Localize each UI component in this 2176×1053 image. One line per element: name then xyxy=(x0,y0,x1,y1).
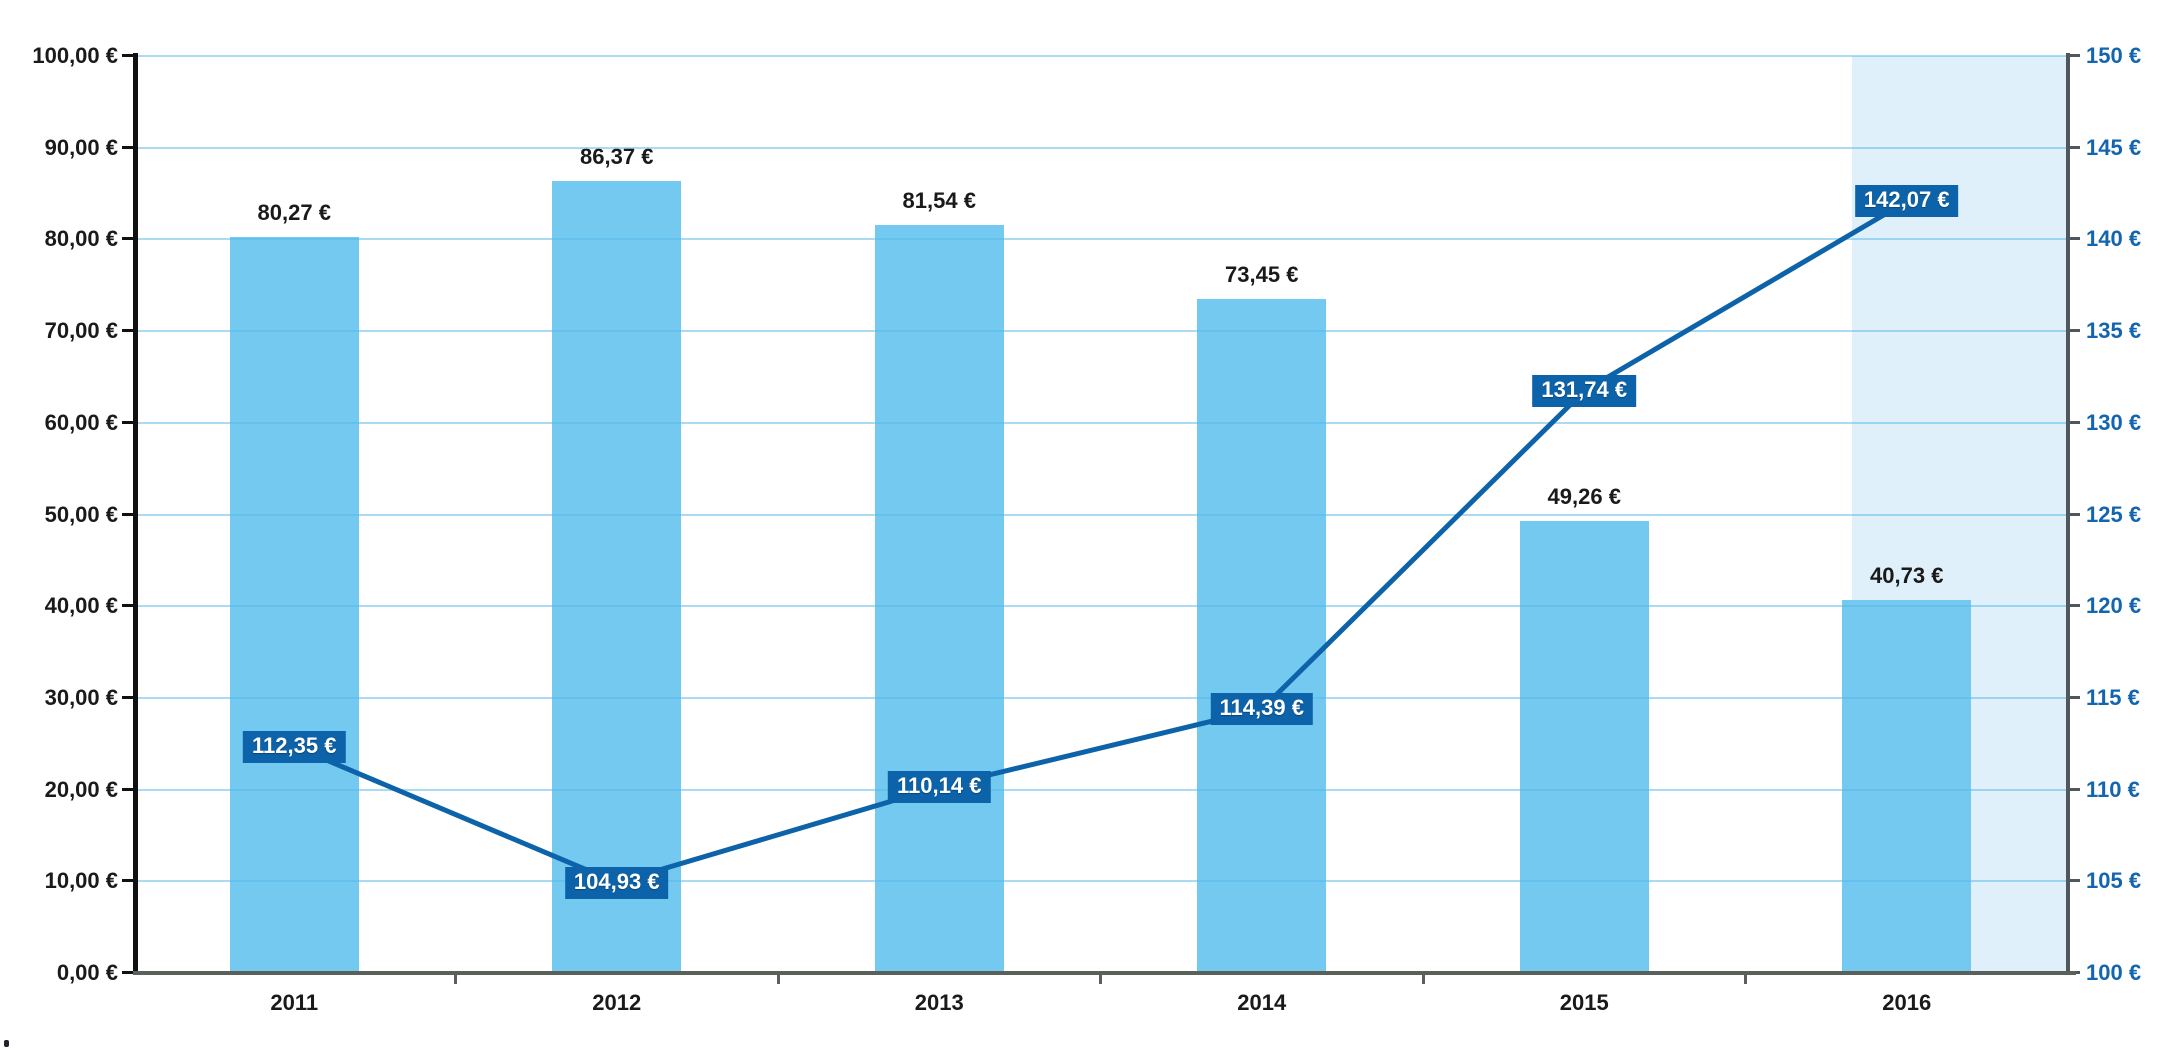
right-axis-tick xyxy=(2068,145,2080,149)
right-axis-label: 135 € xyxy=(2086,318,2142,344)
right-axis-tick xyxy=(2068,604,2080,608)
gridline xyxy=(133,55,2068,57)
left-axis-label: 0,00 € xyxy=(56,960,118,985)
left-axis-label: 40,00 € xyxy=(44,593,118,619)
left-axis-line xyxy=(133,53,138,975)
right-axis-label: 115 € xyxy=(2086,684,2140,710)
gridline xyxy=(133,788,2068,791)
category-label-2016: 2016 xyxy=(1882,990,1932,1015)
bar-2012 xyxy=(552,180,681,973)
left-axis-tick xyxy=(122,237,133,241)
left-axis-label: 100,00 € xyxy=(32,43,118,68)
x-axis-tick xyxy=(776,973,780,984)
right-axis-tick xyxy=(2068,787,2080,791)
right-axis-label: 105 € xyxy=(2086,868,2142,894)
category-label-2013: 2013 xyxy=(914,990,964,1015)
bar-2013 xyxy=(875,225,1004,973)
right-axis-tick xyxy=(2068,879,2080,883)
right-axis-line xyxy=(2066,53,2070,975)
category-label-2015: 2015 xyxy=(1559,990,1609,1015)
bar-2016 xyxy=(1842,599,1971,973)
category-label-2014: 2014 xyxy=(1237,990,1287,1015)
left-axis-label: 20,00 € xyxy=(44,776,118,802)
left-axis-tick xyxy=(122,512,133,516)
gridline xyxy=(133,238,2068,241)
right-axis-label: 130 € xyxy=(2086,409,2142,435)
left-axis-tick xyxy=(122,604,133,608)
left-axis-label: 50,00 € xyxy=(44,501,118,527)
line-point-label: 131,74 € xyxy=(1532,374,1637,407)
stray-dot xyxy=(4,1040,9,1047)
left-axis-tick xyxy=(122,420,133,424)
line-path xyxy=(293,199,1909,886)
bar-value-label: 40,73 € xyxy=(1870,562,1944,588)
left-axis-tick xyxy=(122,695,133,699)
right-axis-tick xyxy=(2068,54,2080,57)
left-axis-label: 60,00 € xyxy=(44,409,118,435)
x-axis-line xyxy=(133,971,2076,975)
right-axis-tick xyxy=(2068,420,2080,424)
left-axis-label: 90,00 € xyxy=(44,134,118,160)
bar-value-label: 80,27 € xyxy=(257,199,331,225)
right-axis-label: 110 € xyxy=(2086,776,2140,802)
category-label-2011: 2011 xyxy=(270,990,319,1015)
right-axis-label: 150 € xyxy=(2086,43,2142,68)
left-axis-label: 70,00 € xyxy=(44,318,118,344)
bar-2014 xyxy=(1197,299,1326,973)
bar-value-label: 73,45 € xyxy=(1225,262,1299,288)
right-axis-tick xyxy=(2068,512,2080,516)
line-point-label: 142,07 € xyxy=(1854,185,1959,218)
left-axis-label: 10,00 € xyxy=(44,868,118,894)
gridline xyxy=(133,330,2068,333)
left-axis-tick xyxy=(122,971,133,974)
right-axis-label: 125 € xyxy=(2086,501,2142,527)
line-point-label: 104,93 € xyxy=(564,866,669,899)
x-axis-tick xyxy=(1421,973,1425,984)
line-point-label: 114,39 € xyxy=(1210,693,1313,726)
right-axis-tick xyxy=(2068,695,2080,699)
left-axis-tick xyxy=(122,879,133,883)
right-axis-label: 140 € xyxy=(2086,226,2142,252)
category-label-2012: 2012 xyxy=(592,990,642,1015)
right-axis-label: 120 € xyxy=(2086,593,2142,619)
left-axis-label: 30,00 € xyxy=(44,684,118,710)
left-axis-tick xyxy=(122,329,133,333)
x-axis-tick xyxy=(454,973,457,984)
gridline xyxy=(133,696,2068,699)
gridline xyxy=(133,880,2068,883)
gridline xyxy=(133,605,2068,608)
left-axis-tick xyxy=(122,787,133,791)
bar-value-label: 49,26 € xyxy=(1547,484,1621,510)
right-axis-tick xyxy=(2068,329,2080,333)
left-axis-tick xyxy=(122,54,133,57)
bar-2015 xyxy=(1520,521,1649,973)
gridline xyxy=(133,513,2068,516)
right-axis-label: 100 € xyxy=(2086,960,2142,985)
left-axis-tick xyxy=(122,145,133,149)
gridline xyxy=(133,421,2068,424)
gridline xyxy=(133,146,2068,149)
left-axis-label: 80,00 € xyxy=(44,226,118,252)
line-point-label: 110,14 € xyxy=(888,771,991,804)
right-axis-tick xyxy=(2068,237,2080,241)
right-axis-label: 145 € xyxy=(2086,134,2142,160)
line-point-label: 112,35 € xyxy=(243,730,346,763)
bar-value-label: 81,54 € xyxy=(902,188,976,214)
x-axis-tick xyxy=(1099,973,1102,984)
x-axis-tick xyxy=(1744,973,1747,984)
